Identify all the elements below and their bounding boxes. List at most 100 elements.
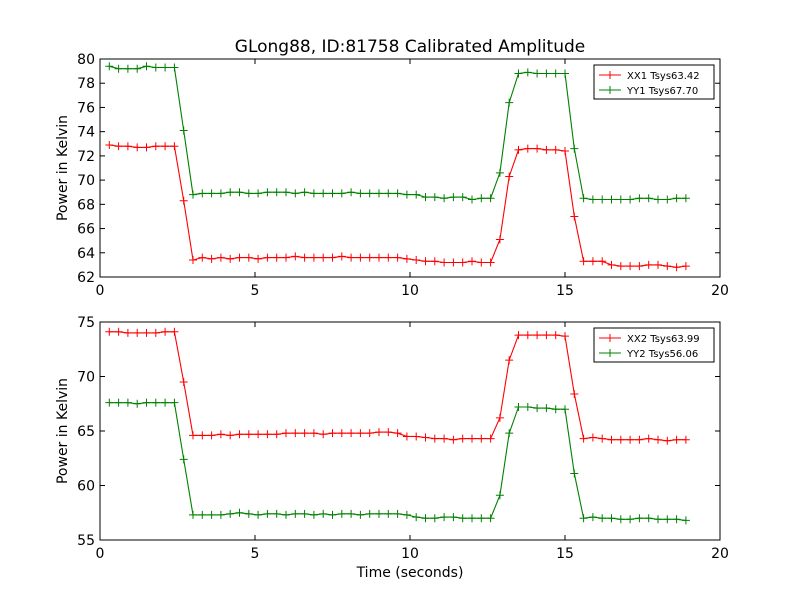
y-tick-label: 74 <box>77 125 95 141</box>
data-point <box>235 508 244 517</box>
data-point <box>626 435 635 444</box>
data-point <box>412 190 421 199</box>
legend-marker <box>606 71 614 79</box>
data-point <box>105 327 114 336</box>
data-point <box>282 510 290 519</box>
data-point <box>393 509 402 518</box>
data-point <box>588 257 597 266</box>
data-point <box>421 193 430 202</box>
data-point <box>198 431 207 440</box>
data-point <box>365 253 374 262</box>
data-point <box>170 398 179 407</box>
data-point <box>495 413 504 422</box>
data-point <box>533 331 542 340</box>
data-point <box>514 403 523 412</box>
data-point <box>263 430 272 439</box>
data-point <box>440 513 449 522</box>
data-point <box>179 196 188 205</box>
data-point <box>579 514 588 523</box>
data-point <box>393 253 402 262</box>
data-point <box>542 69 551 78</box>
data-point <box>561 69 569 78</box>
data-point <box>161 63 170 72</box>
data-point <box>570 469 579 478</box>
y-tick-label: 80 <box>77 52 95 68</box>
data-point <box>626 195 635 204</box>
data-point <box>235 188 244 197</box>
data-point <box>430 514 439 523</box>
data-point <box>588 433 597 442</box>
data-point <box>347 188 356 197</box>
y-tick-label: 55 <box>77 533 95 549</box>
data-point <box>207 254 216 263</box>
data-point <box>254 254 263 263</box>
data-point <box>421 433 430 442</box>
data-point <box>384 253 393 262</box>
legend-label: XX1 Tsys63.42 <box>627 71 700 82</box>
data-point <box>347 253 356 262</box>
x-tick-label: 5 <box>251 546 260 562</box>
data-point <box>198 189 207 198</box>
data-point <box>347 509 356 518</box>
data-point <box>663 515 672 524</box>
data-point <box>495 168 504 177</box>
y-tick-label: 75 <box>77 315 95 331</box>
data-point <box>189 431 197 440</box>
data-point <box>561 147 569 156</box>
data-point <box>189 510 197 519</box>
data-point <box>421 257 430 266</box>
data-point <box>272 509 281 518</box>
data-point <box>681 435 690 444</box>
data-point <box>663 195 672 204</box>
data-point <box>179 455 188 464</box>
data-point <box>263 188 272 197</box>
y-tick-label: 72 <box>77 149 95 165</box>
data-point <box>468 257 476 266</box>
legend-label: XX2 Tsys63.99 <box>627 334 700 345</box>
data-point <box>300 509 309 518</box>
data-point <box>207 189 216 198</box>
data-point <box>244 253 253 262</box>
data-point <box>486 258 495 267</box>
data-point <box>616 515 625 524</box>
data-point <box>365 429 374 438</box>
data-point <box>579 194 588 203</box>
data-point <box>151 142 160 151</box>
data-point <box>254 430 263 439</box>
data-point <box>319 430 328 439</box>
data-point <box>216 430 225 439</box>
data-point <box>616 195 625 204</box>
series-markers-YY2 Tsys56.06 <box>105 398 690 525</box>
y-tick-label: 66 <box>77 222 95 238</box>
data-point <box>477 258 486 267</box>
x-tick-label: 15 <box>556 546 574 562</box>
data-point <box>514 145 523 154</box>
data-point <box>319 509 328 518</box>
data-point <box>458 514 467 523</box>
data-point <box>402 190 411 199</box>
data-point <box>505 429 514 438</box>
y-tick-label: 60 <box>77 479 95 495</box>
x-tick-label: 0 <box>96 283 105 299</box>
data-point <box>309 510 318 519</box>
data-point <box>579 257 588 266</box>
data-point <box>216 510 225 519</box>
data-point <box>328 429 337 438</box>
data-point <box>375 253 383 262</box>
x-tick-label: 0 <box>96 546 105 562</box>
legend-box <box>593 64 715 100</box>
data-point <box>133 328 142 337</box>
data-point <box>123 142 132 151</box>
data-point <box>505 98 514 107</box>
data-point <box>616 262 625 271</box>
data-point <box>337 252 346 261</box>
x-tick-label: 20 <box>711 546 729 562</box>
data-point <box>272 188 281 197</box>
data-point <box>598 434 607 443</box>
data-point <box>561 332 569 341</box>
data-point <box>449 513 458 522</box>
data-point <box>486 194 495 203</box>
data-point <box>505 356 514 365</box>
data-point <box>523 144 532 153</box>
